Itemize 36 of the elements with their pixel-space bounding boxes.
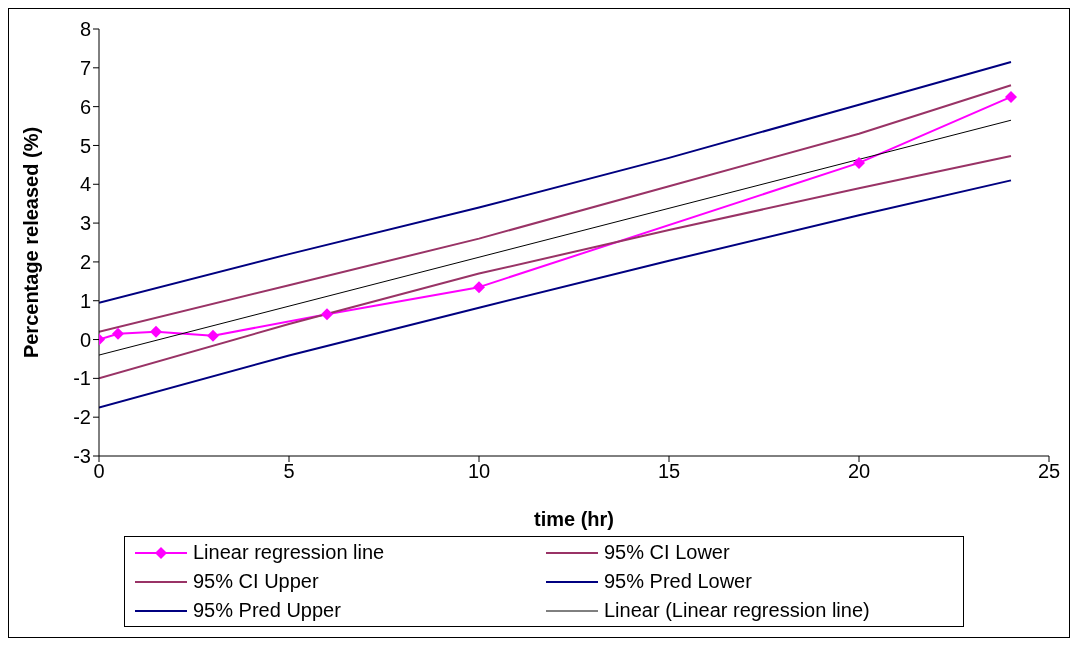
legend-label: 95% CI Lower — [604, 541, 730, 564]
legend-label: 95% Pred Lower — [604, 570, 752, 593]
x-axis-title: time (hr) — [534, 508, 614, 530]
x-tick-label: 0 — [93, 460, 105, 483]
y-tick-label: 3 — [79, 212, 91, 235]
y-tick-label: 4 — [79, 173, 91, 196]
line-series — [99, 154, 1012, 380]
y-tick-label: -2 — [73, 406, 91, 429]
point — [473, 281, 485, 294]
x-tick-label: 10 — [467, 460, 491, 483]
y-tick-label: 8 — [79, 18, 91, 41]
x-tick-label: 25 — [1037, 460, 1061, 483]
x-tick-label: 20 — [847, 460, 871, 483]
legend-label: 95% CI Upper — [193, 570, 319, 593]
y-tick-label: 2 — [79, 251, 91, 274]
point — [853, 156, 865, 169]
y-tick-label: 5 — [79, 134, 91, 157]
y-tick-label: 0 — [79, 328, 91, 351]
point — [207, 329, 219, 342]
legend-label: Linear (Linear regression line) — [604, 599, 870, 622]
legend-label: Linear regression line — [193, 541, 385, 564]
line-series — [99, 179, 1012, 409]
y-tick-label: 6 — [79, 95, 91, 118]
legend-label: 95% Pred Upper — [193, 599, 341, 622]
point — [1005, 90, 1017, 103]
y-tick-label: -3 — [73, 445, 91, 468]
y-axis-title: Percentage released (%) — [20, 126, 43, 359]
point — [112, 327, 124, 340]
y-tick-label: -1 — [73, 367, 91, 390]
line-series — [99, 61, 1012, 304]
y-tick-label: 1 — [79, 289, 91, 312]
point — [150, 325, 162, 338]
point — [321, 308, 333, 321]
y-tick-label: 7 — [79, 56, 91, 79]
x-tick-label: 15 — [657, 460, 681, 483]
x-tick-label: 5 — [283, 460, 295, 483]
